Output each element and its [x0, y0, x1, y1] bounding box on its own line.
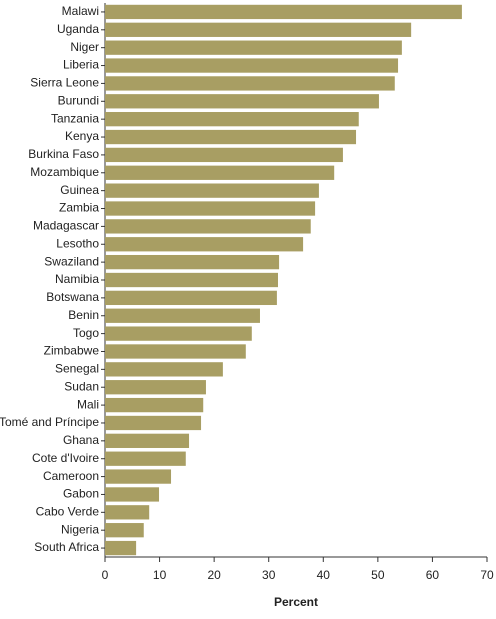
- bar: [105, 254, 280, 270]
- y-tick-label: Cabo Verde: [36, 504, 100, 518]
- bar: [105, 380, 206, 395]
- x-axis-label: Percent: [274, 595, 318, 609]
- bar: [105, 326, 252, 341]
- y-tick-label: Niger: [70, 40, 99, 54]
- bar: [105, 308, 260, 323]
- bar: [105, 505, 150, 520]
- bar: [105, 540, 137, 556]
- y-tick-label: Zambia: [59, 201, 99, 215]
- x-tick-label: 10: [153, 568, 167, 582]
- bar: [105, 415, 202, 431]
- y-tick-label: Swaziland: [44, 254, 99, 268]
- y-tick-label: Malawi: [62, 4, 99, 18]
- x-tick-label: 40: [317, 568, 331, 582]
- y-tick-label: Cote d'Ivoire: [32, 451, 99, 465]
- y-tick-label: Sudan: [64, 379, 99, 393]
- y-tick-label: Ghana: [63, 433, 99, 447]
- bar: [105, 58, 399, 73]
- x-tick-label: 70: [480, 568, 494, 582]
- y-tick-label: Senegal: [55, 362, 99, 376]
- bar: [105, 4, 462, 20]
- y-tick-label: Lesotho: [56, 236, 99, 250]
- bar: [105, 129, 357, 145]
- y-tick-label: Kenya: [65, 129, 99, 143]
- y-tick-label: Benin: [68, 308, 99, 322]
- y-tick-label: Burundi: [58, 93, 99, 107]
- y-tick-label: South Africa: [34, 540, 99, 554]
- bar: [105, 76, 395, 91]
- bar: [105, 22, 412, 37]
- bar: [105, 469, 172, 484]
- bar: [105, 40, 402, 55]
- y-tick-label: Sierra Leone: [30, 76, 99, 90]
- y-tick-label: Tanzania: [51, 111, 99, 125]
- y-tick-label: Liberia: [63, 58, 99, 72]
- bar: [105, 183, 319, 198]
- y-tick-label: Mozambique: [30, 165, 99, 179]
- y-tick-label: Zimbabwe: [44, 344, 100, 358]
- bar: [105, 201, 316, 216]
- bar: [105, 433, 190, 448]
- bar: [105, 487, 160, 502]
- y-tick-label: Mali: [77, 397, 99, 411]
- bar: [105, 362, 223, 377]
- y-tick-label: São Tomé and Príncipe: [0, 415, 99, 429]
- y-tick-label: Gabon: [63, 487, 99, 501]
- y-tick-label: Botswana: [46, 290, 99, 304]
- y-tick-label: Uganda: [57, 22, 99, 36]
- y-tick-label: Nigeria: [61, 522, 99, 536]
- bar: [105, 344, 246, 359]
- bar: [105, 165, 335, 180]
- bar: [105, 112, 359, 127]
- y-tick-label: Cameroon: [43, 469, 99, 483]
- x-tick-label: 0: [102, 568, 109, 582]
- y-tick-label: Namibia: [55, 272, 99, 286]
- bar: [105, 94, 379, 109]
- bar: [105, 523, 144, 538]
- x-tick-label: 60: [426, 568, 440, 582]
- bar: [105, 219, 311, 234]
- bar: [105, 272, 278, 288]
- bar: [105, 397, 204, 413]
- bar: [105, 290, 277, 306]
- y-tick-label: Madagascar: [33, 219, 99, 233]
- x-tick-label: 50: [371, 568, 385, 582]
- y-tick-label: Guinea: [60, 183, 99, 197]
- bar: [105, 237, 304, 252]
- y-tick-label: Burkina Faso: [28, 147, 99, 161]
- bar: [105, 147, 343, 163]
- x-tick-label: 20: [207, 568, 221, 582]
- y-tick-label: Togo: [73, 326, 99, 340]
- x-tick-label: 30: [262, 568, 276, 582]
- bar: [105, 451, 186, 466]
